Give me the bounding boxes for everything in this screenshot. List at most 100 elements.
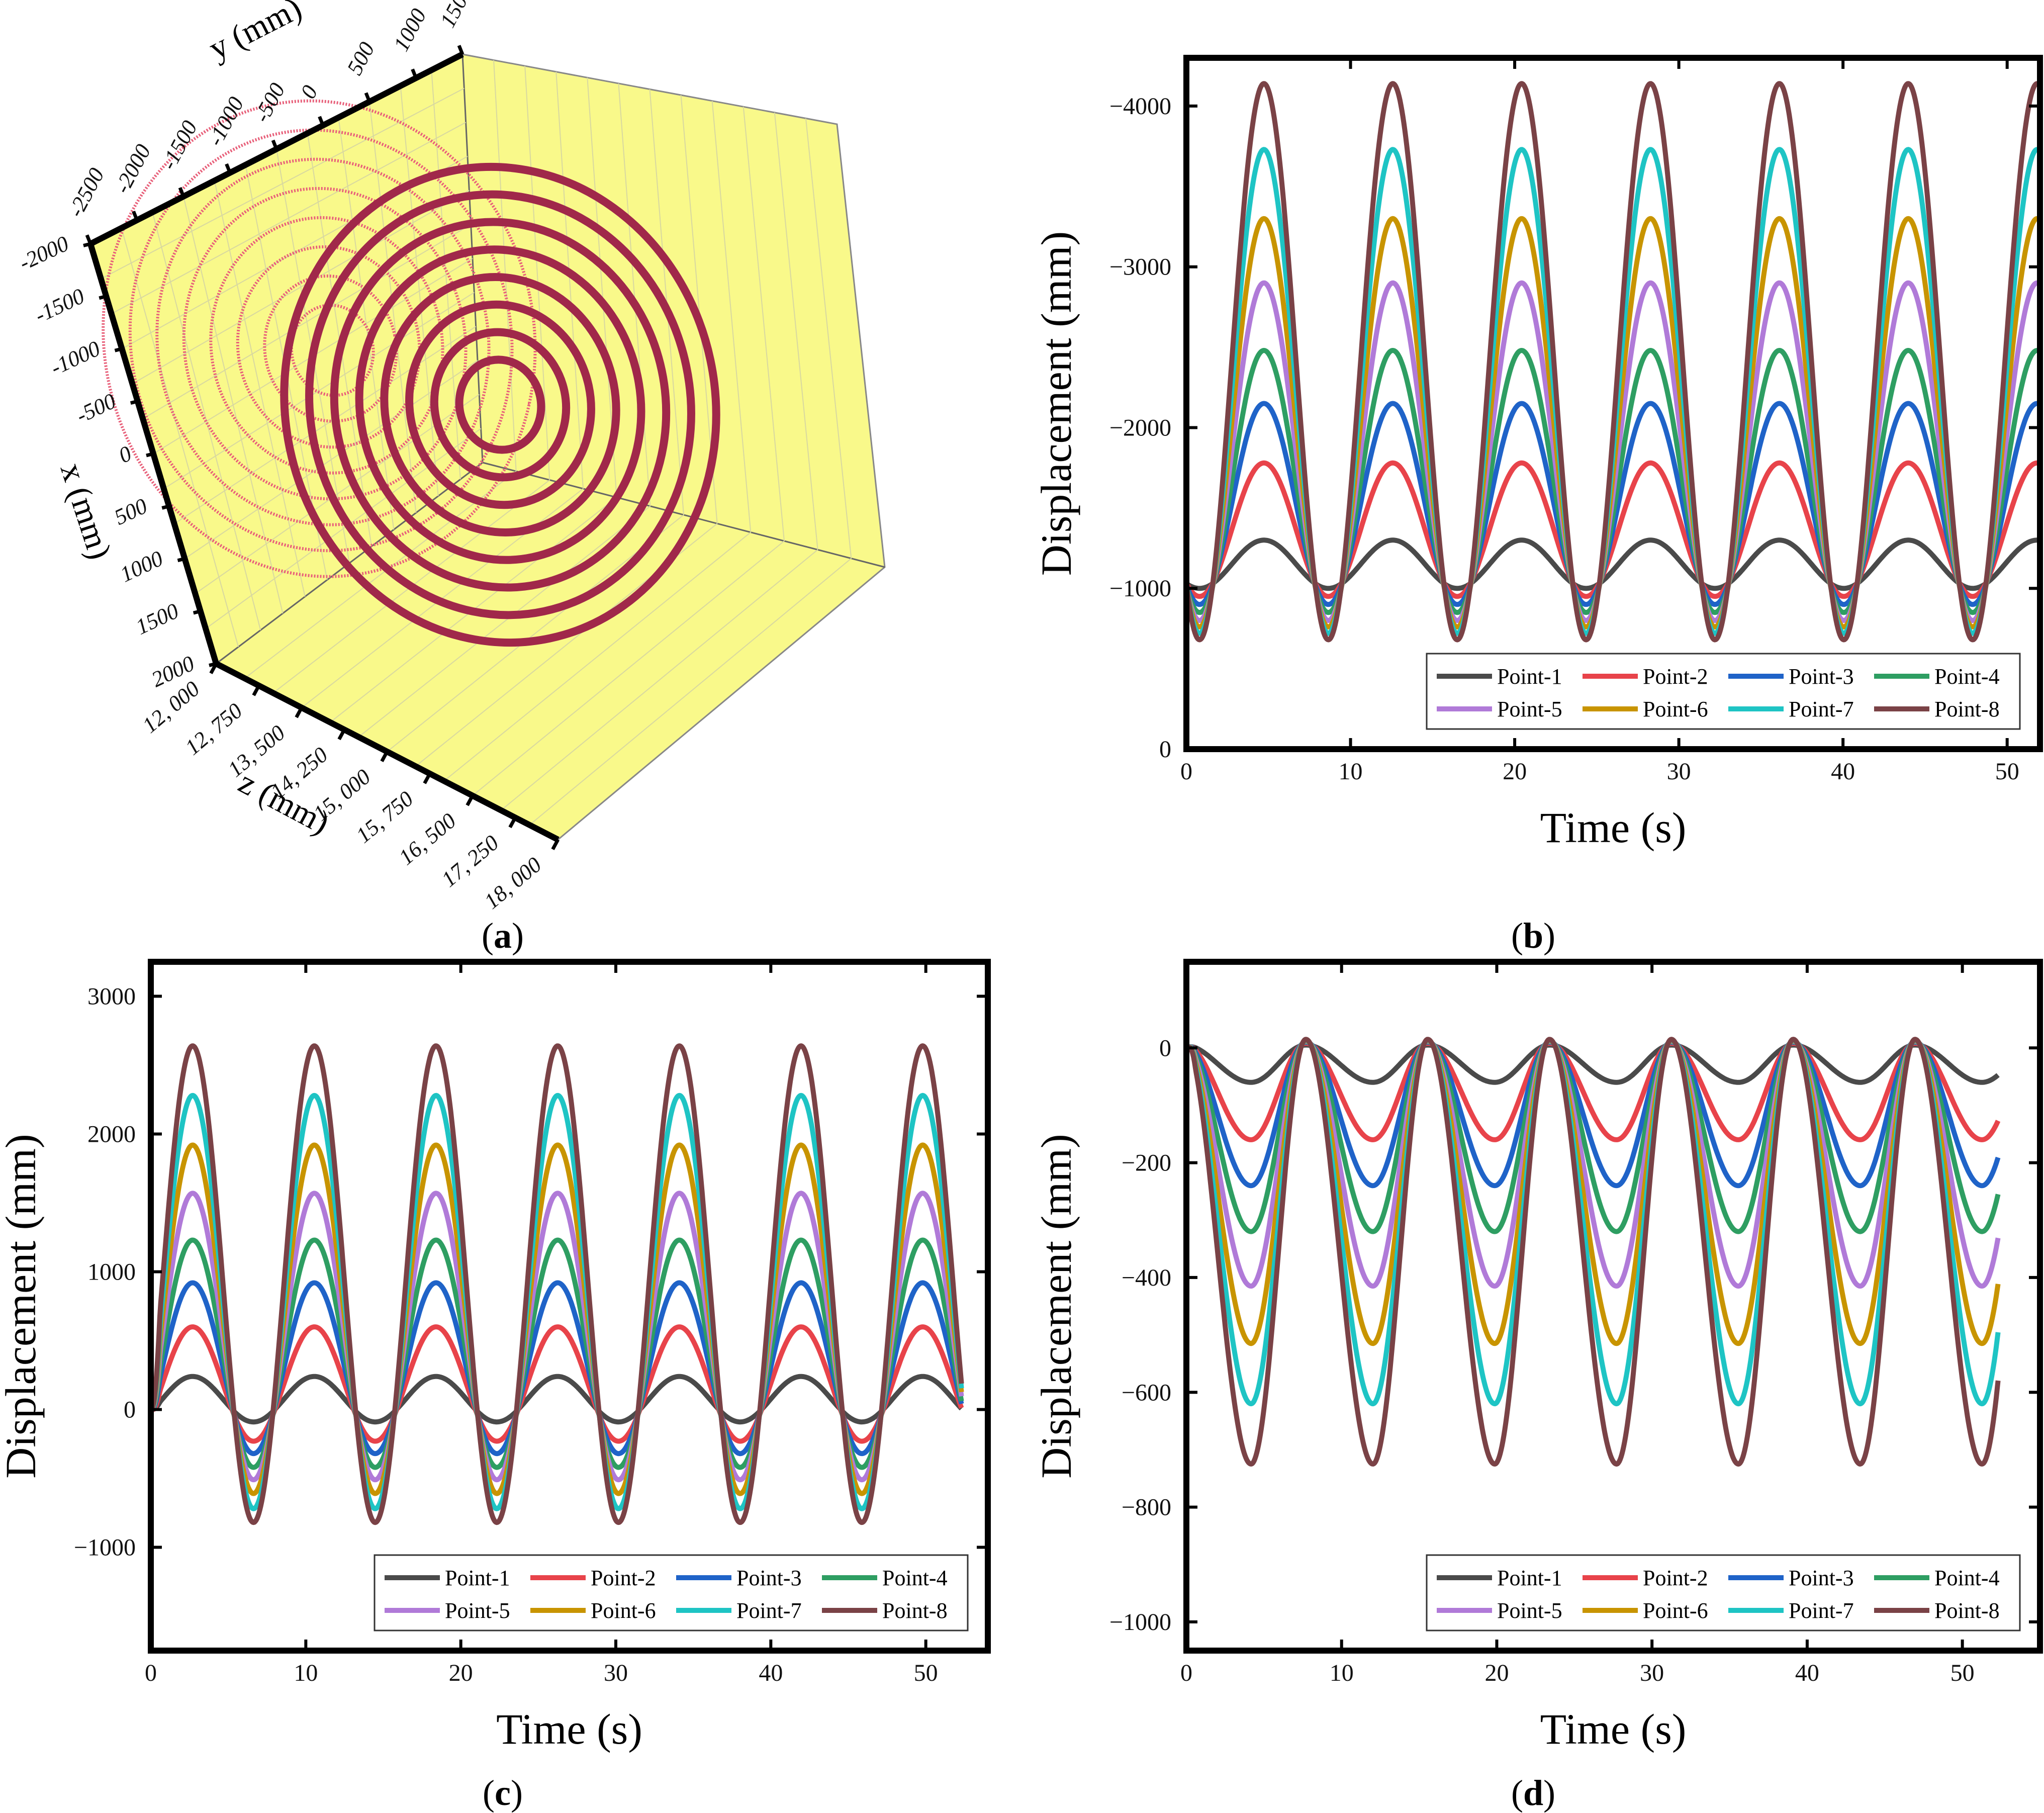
chart-b: 0 10 20 30 40 50 −1000 −2000 −3000 −4000 0 Time (s)… [1032,55,2043,852]
x-tick-label: 50 [1995,758,2019,785]
y-axis-tick [178,187,185,198]
series-lines [1186,81,2040,643]
x-tick-label: 30 [1667,758,1691,785]
legend-entry: Point-5 [445,1598,510,1623]
x-axis-tick [114,347,123,352]
series-line-point-2 [1186,1041,2001,1142]
z-axis-tick-label: 12, 750 [180,698,247,760]
y-axis-tick-label: -1500 [156,117,202,174]
x-axis-tick-label: -1000 [47,336,104,380]
grid-line [529,558,852,826]
grid-line [742,107,785,541]
back-ring [209,216,444,475]
y-tick-label: 1000 [87,1259,136,1286]
grid-line [524,66,550,480]
grid-line [387,514,684,752]
legend-entry: Point-8 [1934,1598,2000,1623]
z-axis-tick [380,751,389,762]
y-tick-label: 0 [1159,1035,1171,1061]
x-axis-tick [146,452,154,458]
x-tick-label: 20 [1503,758,1527,785]
y-axis-title: y (mm) [203,0,308,67]
grid-line [805,118,852,559]
z-axis-tick [466,794,475,806]
front-ring [405,300,595,509]
legend-entry: Point-6 [1643,697,1708,721]
y-axis-tick [318,116,325,126]
spiral-rings [102,99,720,647]
legend-entry: Point-2 [1643,664,1708,689]
x-tick-label: 40 [1831,758,1855,785]
back-ring [102,99,537,578]
x-axis-tick [83,242,91,247]
legend-entry: Point-5 [1497,697,1562,721]
series-line-point-1 [1186,537,2040,591]
legend-entry: Point-7 [1789,697,1854,721]
y-axis-tick-label: -2000 [110,140,155,198]
legend-entry: Point-4 [882,1566,948,1590]
x-axis-title: Time (s) [1540,803,1687,852]
y-axis-tick [132,211,139,221]
y-tick-label: −400 [1122,1264,1171,1291]
grid-line [493,60,517,472]
panel-label-c: (c) [483,1773,523,1813]
z-axis-tick-label: 18, 000 [480,852,546,914]
x-axis-title: Time (s) [496,1705,642,1753]
series-line-point-8 [1186,81,2040,643]
grid-line [555,71,584,489]
x-tick-label: 20 [1484,1660,1509,1686]
series-lines [1186,1037,2001,1467]
grid-line [205,428,482,629]
y-tick-label: 2000 [87,1121,136,1148]
front-ring [355,245,645,564]
x-tick-label: 0 [145,1660,157,1686]
grid-line [711,101,752,532]
y-axis-tick-label: -2500 [63,164,109,221]
x-tick-label: 30 [604,1660,628,1686]
y-tick-label: −4000 [1109,93,1171,120]
legend-entry: Point-3 [736,1566,802,1590]
y-axis-tick-label: 1500 [435,0,478,32]
y-axis-tick [271,139,278,150]
z-axis-tick [551,839,560,850]
x-tick-label: 40 [1795,1660,1819,1686]
z-axis-tick [252,685,261,696]
grid-line [400,85,439,496]
z-axis-tick-label: 15, 750 [351,786,418,848]
y-tick-label: 3000 [87,983,136,1010]
y-tick-label: −200 [1122,1150,1171,1176]
x-axis-title: x (mm) [53,459,119,564]
series-line-point-7 [151,1093,964,1511]
z-axis-tick [295,706,304,718]
series-lines [151,1043,964,1525]
x-tick-label: 0 [1180,1660,1192,1686]
grid-line [501,549,818,811]
front-ring [280,162,720,647]
plot-frame [1183,55,2043,752]
z-axis-tick [508,817,517,829]
y-tick-label: −600 [1122,1379,1171,1406]
legend-entry: Point-1 [1497,1566,1562,1590]
grid-line [472,540,785,796]
plot-frame [1183,959,2043,1654]
series-line-point-4 [151,1237,964,1470]
legend-entry: Point-4 [1934,1566,2000,1590]
panel-label-b: (b) [1511,916,1555,956]
y-axis-tick [457,45,464,55]
series-line-point-8 [1186,1037,2001,1467]
front-ring [330,218,671,592]
x-tick-label: 10 [1339,758,1363,785]
y-axis-tick-label: 500 [342,38,380,79]
series-line-point-2 [151,1324,964,1444]
legend-entry: Point-1 [445,1566,510,1590]
legend-entry: Point-5 [1497,1598,1562,1623]
y-tick-label: −2000 [1109,414,1171,441]
series-line-point-3 [151,1280,964,1457]
legend-box [374,1554,969,1631]
z-axis-tick-label: 17, 250 [437,830,504,891]
back-ring [236,245,421,449]
y-axis-tick-label: -1000 [203,93,248,150]
grid-line [358,505,651,738]
panel-label-a: (a) [482,916,524,956]
legend: Point-1 Point-2 Point-3 Point-4 Point-5 Point… [1426,653,2021,730]
